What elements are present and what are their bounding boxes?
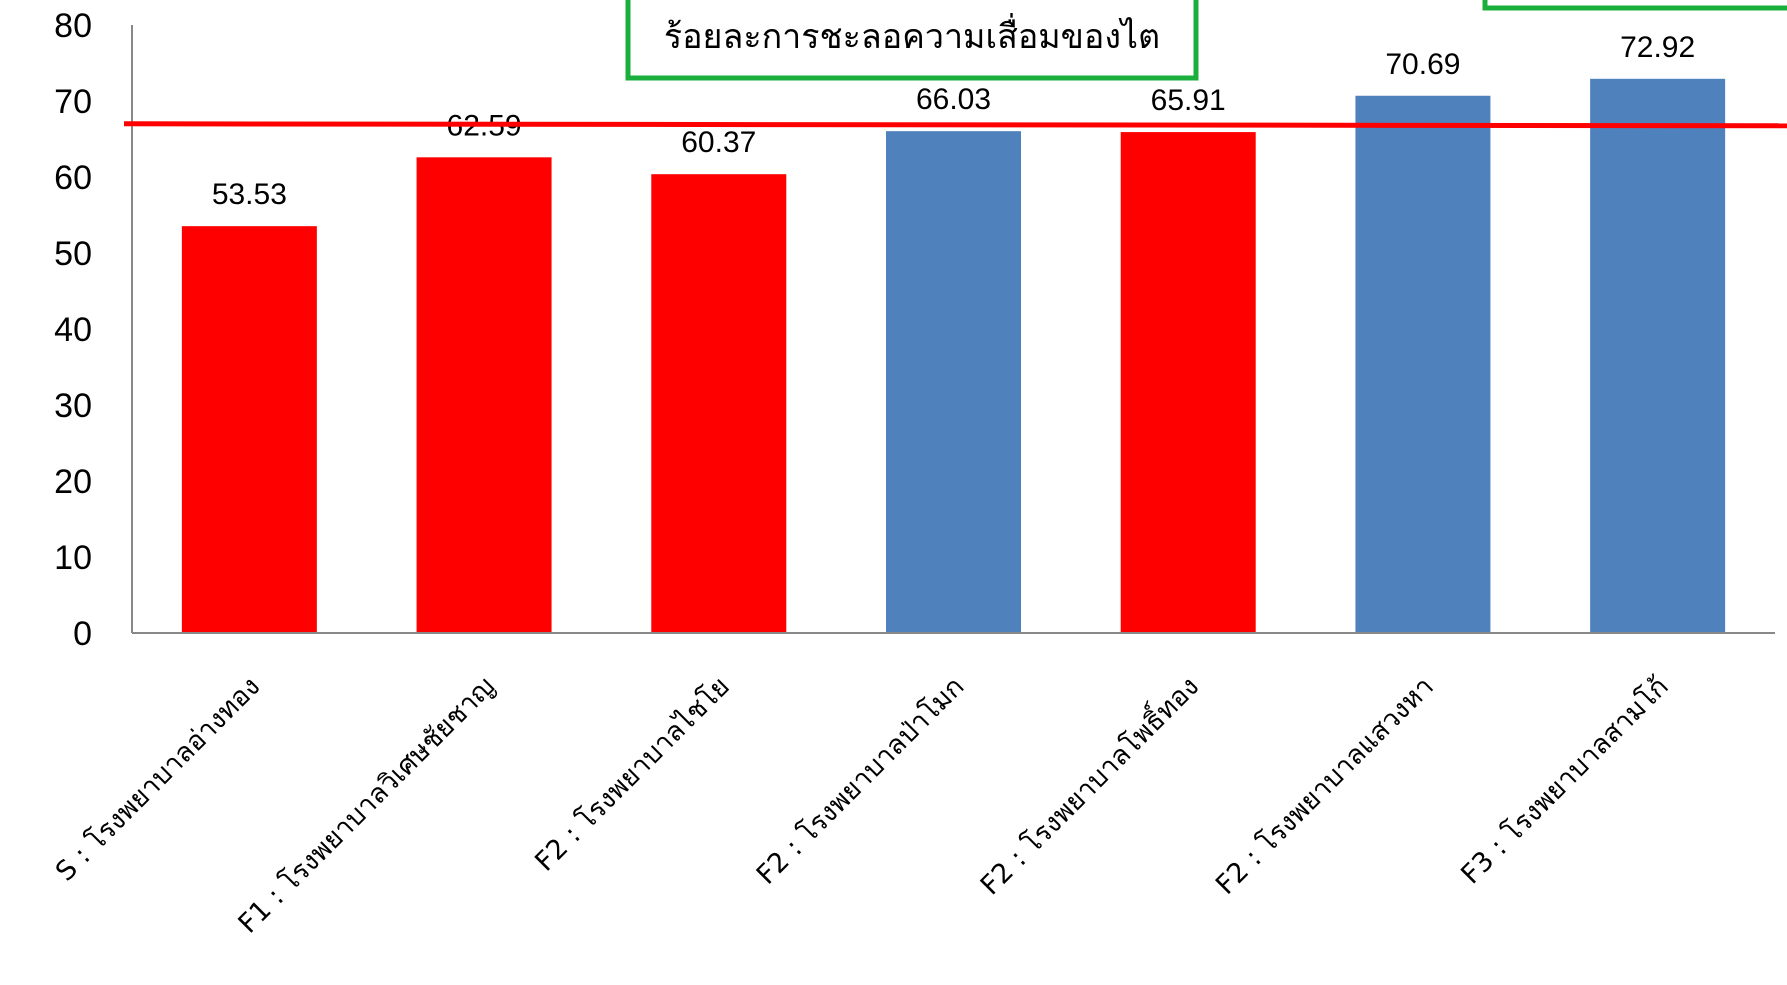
bar xyxy=(1355,95,1491,634)
bar xyxy=(886,131,1021,633)
y-tick-label: 40 xyxy=(54,311,92,349)
bar xyxy=(1590,78,1726,634)
x-tick-label: F3 : โรงพยาบาลสามโก้ xyxy=(1455,671,1674,890)
y-tick-label: 50 xyxy=(54,235,92,273)
x-tick-label: F2 : โรงพยาบาลไชโย xyxy=(529,671,735,877)
data-label: 72.92 xyxy=(1620,31,1695,64)
bars xyxy=(181,78,1726,634)
chart-title-box: ร้อยละการชะลอความเสื่อมของไต xyxy=(625,0,1199,81)
data-label: 65.91 xyxy=(1151,84,1226,117)
chart-title: ร้อยละการชะลอความเสื่อมของไต xyxy=(664,13,1160,57)
y-tick-label: 30 xyxy=(54,387,92,425)
y-tick-label: 20 xyxy=(54,463,92,501)
bar xyxy=(416,157,552,634)
y-tick-label: 0 xyxy=(73,615,92,653)
corner-box xyxy=(1482,0,1787,11)
data-label: 53.53 xyxy=(212,178,287,211)
target-line xyxy=(123,121,1787,129)
y-tick-label: 70 xyxy=(54,83,92,121)
x-tick-label: F2 : โรงพยาบาลป่าโมก xyxy=(751,671,971,891)
y-axis: 0 10 20 30 40 50 60 70 80 xyxy=(54,7,92,653)
x-tick-label: S : โรงพยาบาลอ่างทอง xyxy=(50,671,266,887)
x-tick-label: F1 : โรงพยาบาลวิเศษชัยชาญ xyxy=(232,671,501,940)
data-label: 60.37 xyxy=(681,126,756,159)
bar xyxy=(651,174,787,634)
y-tick-label: 10 xyxy=(54,539,92,577)
bar xyxy=(1120,132,1256,634)
x-tick-label: F2 : โรงพยาบาลแสวงหา xyxy=(1210,671,1440,901)
data-label: 66.03 xyxy=(916,83,991,116)
y-tick-label: 80 xyxy=(54,7,92,45)
data-label: 70.69 xyxy=(1385,48,1460,81)
bar xyxy=(181,226,317,633)
y-tick-label: 60 xyxy=(54,159,92,197)
x-tick-label: F2 : โรงพยาบาลโพธิ์ทอง xyxy=(971,667,1205,901)
